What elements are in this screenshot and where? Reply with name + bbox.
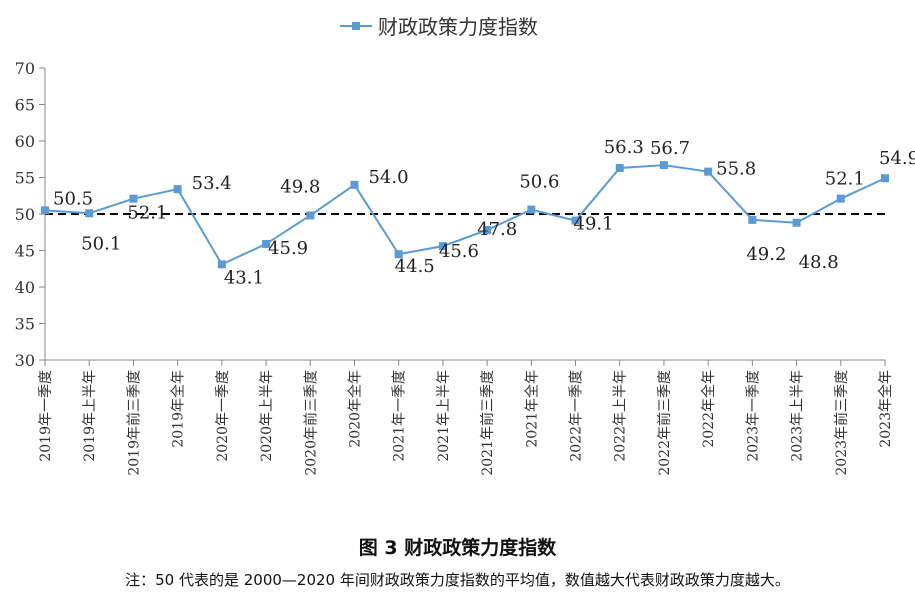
data-point xyxy=(704,167,713,176)
data-label: 49.2 xyxy=(746,244,786,265)
data-point xyxy=(438,242,447,251)
x-tick-label: 2019年上半年 xyxy=(82,370,98,462)
data-point xyxy=(615,164,624,173)
x-tick-label: 2020年上半年 xyxy=(259,370,275,462)
y-tick-label: 60 xyxy=(15,132,35,151)
x-tick-label: 2022年一季度 xyxy=(569,370,585,462)
y-tick-label: 40 xyxy=(15,278,35,297)
data-point xyxy=(262,239,271,248)
y-tick-label: 45 xyxy=(15,242,35,261)
data-label: 54.0 xyxy=(368,167,408,188)
data-point xyxy=(483,226,492,235)
figure-note: 注：50 代表的是 2000—2020 年间财政政策力度指数的平均值，数值越大代… xyxy=(125,571,790,589)
x-tick-label: 2021年上半年 xyxy=(436,370,452,462)
data-point xyxy=(881,174,889,183)
data-point xyxy=(836,194,845,203)
data-point xyxy=(173,185,182,194)
data-label: 48.8 xyxy=(799,252,839,273)
data-label: 53.4 xyxy=(192,173,232,194)
y-tick-label: 35 xyxy=(15,315,35,334)
data-label: 56.3 xyxy=(604,137,644,158)
data-label: 55.8 xyxy=(716,159,756,180)
data-label: 44.5 xyxy=(395,256,435,277)
legend-marker-swatch xyxy=(352,22,360,30)
series-line xyxy=(44,164,886,266)
data-label: 49.8 xyxy=(280,176,320,197)
data-label: 43.1 xyxy=(224,267,264,288)
data-point xyxy=(217,260,226,269)
x-tick-label: 2019年一季度 xyxy=(38,370,54,462)
data-label: 50.6 xyxy=(519,172,559,193)
data-label: 49.1 xyxy=(574,214,614,235)
data-point xyxy=(792,218,801,227)
data-point xyxy=(571,216,580,225)
data-point xyxy=(350,180,359,189)
line-chart: 财政政策力度指数 30 35 40 45 50 55 60 65 70 2019年一季度 2019年… xyxy=(15,15,915,476)
x-tick-label: 2020年一季度 xyxy=(215,370,231,462)
data-point xyxy=(129,194,138,203)
y-tick-label: 50 xyxy=(15,205,35,224)
data-label: 50.5 xyxy=(53,188,93,209)
data-point xyxy=(85,209,94,218)
x-tick-label: 2022年全年 xyxy=(700,370,717,448)
y-tick-label: 55 xyxy=(15,169,35,188)
x-tick-label: 2023年前三季度 xyxy=(833,370,850,476)
legend: 财政政策力度指数 xyxy=(340,15,538,39)
data-point xyxy=(659,161,668,170)
data-point xyxy=(306,211,315,220)
data-point xyxy=(748,215,757,224)
data-label: 54.9 xyxy=(879,148,915,169)
x-tick-label: 2023年全年 xyxy=(877,370,894,448)
legend-label: 财政政策力度指数 xyxy=(378,15,538,39)
x-tick-label: 2023年一季度 xyxy=(745,370,761,462)
data-label: 45.6 xyxy=(439,241,479,262)
y-tick-label: 65 xyxy=(15,96,35,115)
x-tick-label: 2022年上半年 xyxy=(613,370,629,462)
y-tick-label: 30 xyxy=(15,351,35,370)
data-point xyxy=(394,250,403,259)
data-label: 47.8 xyxy=(477,219,517,240)
data-point xyxy=(41,206,49,215)
x-tick-label: 2019年全年 xyxy=(170,370,187,448)
x-tick-label: 2023年上半年 xyxy=(790,370,806,462)
x-tick-label: 2021年全年 xyxy=(523,370,540,448)
x-tick-label: 2020年全年 xyxy=(346,370,363,448)
data-label: 52.1 xyxy=(825,169,865,190)
y-tick-label: 70 xyxy=(15,59,35,78)
figure-caption: 图 3 财政政策力度指数 xyxy=(358,537,557,559)
x-tick-label: 2022年前三季度 xyxy=(656,370,673,476)
x-tick-label: 2019年前三季度 xyxy=(125,370,142,476)
data-label: 56.7 xyxy=(650,138,690,159)
data-point xyxy=(527,205,536,214)
data-label: 50.1 xyxy=(81,233,121,254)
data-label: 45.9 xyxy=(268,238,308,259)
x-tick-label: 2020年前三季度 xyxy=(302,370,319,476)
x-tick-label: 2021年一季度 xyxy=(392,370,408,462)
x-tick-label: 2021年前三季度 xyxy=(479,370,496,476)
data-label: 52.1 xyxy=(127,203,167,224)
